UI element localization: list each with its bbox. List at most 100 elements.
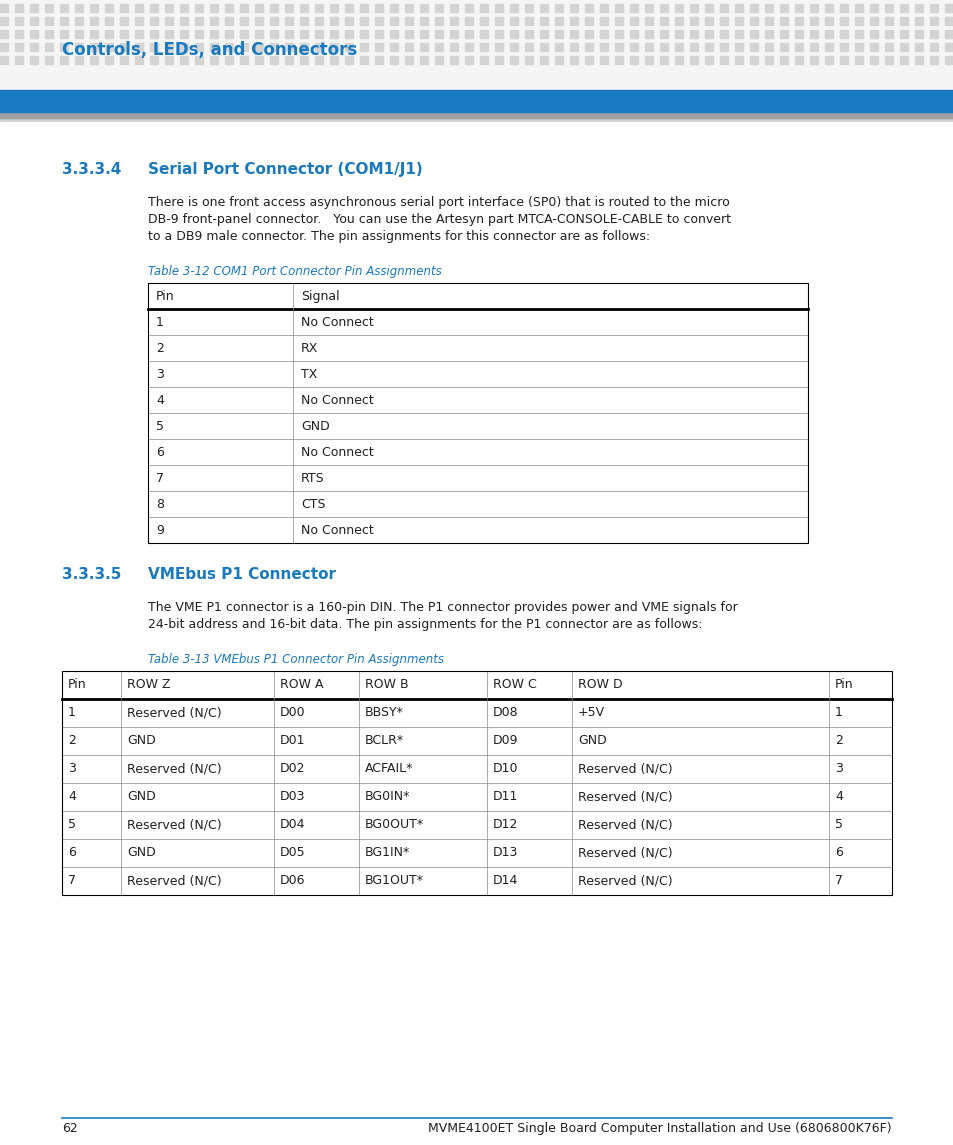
Text: 4: 4 <box>834 790 842 803</box>
Bar <box>150 44 158 52</box>
Bar <box>15 56 23 64</box>
Bar <box>569 3 578 11</box>
Text: 3: 3 <box>68 763 76 775</box>
Bar <box>105 3 112 11</box>
Bar <box>854 3 862 11</box>
Bar <box>914 30 923 38</box>
Text: 5: 5 <box>156 420 164 433</box>
Bar <box>555 56 562 64</box>
Bar <box>794 44 802 52</box>
Bar <box>270 3 277 11</box>
Bar <box>62 671 891 895</box>
Polygon shape <box>0 112 953 140</box>
Text: CTS: CTS <box>301 498 325 511</box>
Text: D00: D00 <box>280 706 305 719</box>
Text: Pin: Pin <box>834 678 853 690</box>
Text: to a DB9 male connector. The pin assignments for this connector are as follows:: to a DB9 male connector. The pin assignm… <box>148 230 649 243</box>
Bar <box>899 17 907 25</box>
Bar <box>135 44 143 52</box>
Bar <box>764 30 772 38</box>
Bar <box>555 17 562 25</box>
Bar <box>75 3 83 11</box>
Bar <box>435 30 442 38</box>
Bar <box>90 44 98 52</box>
Bar <box>15 17 23 25</box>
Bar <box>345 56 353 64</box>
Bar <box>704 3 712 11</box>
Text: 5: 5 <box>834 818 842 831</box>
Bar <box>180 30 188 38</box>
Bar <box>869 56 877 64</box>
Text: 6: 6 <box>68 846 76 859</box>
Bar <box>135 17 143 25</box>
Text: 3.3.3.4: 3.3.3.4 <box>62 161 121 177</box>
Bar <box>884 3 892 11</box>
Bar <box>135 3 143 11</box>
Bar <box>704 44 712 52</box>
Bar <box>210 56 218 64</box>
Bar <box>75 44 83 52</box>
Bar <box>629 3 638 11</box>
Bar <box>120 17 128 25</box>
Bar <box>675 3 682 11</box>
Bar <box>375 56 382 64</box>
Text: 5: 5 <box>68 818 76 831</box>
Text: 3.3.3.5: 3.3.3.5 <box>62 567 121 582</box>
Bar <box>450 56 457 64</box>
Bar <box>899 3 907 11</box>
Text: BG1OUT*: BG1OUT* <box>365 874 423 887</box>
Bar <box>225 44 233 52</box>
Text: 9: 9 <box>156 524 164 537</box>
Text: GND: GND <box>127 790 155 803</box>
Text: D02: D02 <box>280 763 305 775</box>
Bar <box>749 3 758 11</box>
Bar <box>899 30 907 38</box>
Text: GND: GND <box>578 734 606 747</box>
Bar <box>254 17 263 25</box>
Text: 7: 7 <box>68 874 76 887</box>
Text: Signal: Signal <box>301 290 339 303</box>
Bar <box>105 44 112 52</box>
Bar <box>419 17 428 25</box>
Bar <box>450 30 457 38</box>
Text: 1: 1 <box>68 706 76 719</box>
Bar <box>929 56 937 64</box>
Bar <box>359 30 368 38</box>
Bar <box>345 17 353 25</box>
Bar <box>464 56 473 64</box>
Bar <box>584 44 593 52</box>
Bar <box>764 44 772 52</box>
Bar <box>135 30 143 38</box>
Bar <box>780 30 787 38</box>
Bar <box>375 17 382 25</box>
Bar <box>495 17 502 25</box>
Bar <box>840 17 847 25</box>
Bar <box>929 44 937 52</box>
Bar <box>345 30 353 38</box>
Bar <box>60 30 68 38</box>
Bar <box>0 30 8 38</box>
Bar <box>240 44 248 52</box>
Bar <box>299 30 308 38</box>
Bar <box>644 56 652 64</box>
Bar <box>629 44 638 52</box>
Text: D11: D11 <box>493 790 517 803</box>
Bar <box>510 56 517 64</box>
Bar <box>854 30 862 38</box>
Text: ROW C: ROW C <box>493 678 537 690</box>
Bar <box>869 17 877 25</box>
Bar <box>524 44 533 52</box>
Text: GND: GND <box>301 420 330 433</box>
Bar <box>929 17 937 25</box>
Text: RX: RX <box>301 342 318 355</box>
Text: 7: 7 <box>156 472 164 485</box>
Bar <box>479 17 488 25</box>
Text: Table 3-12 COM1 Port Connector Pin Assignments: Table 3-12 COM1 Port Connector Pin Assig… <box>148 264 441 278</box>
Bar <box>659 44 667 52</box>
Bar <box>45 3 53 11</box>
Bar <box>944 3 952 11</box>
Bar <box>405 30 413 38</box>
Bar <box>569 56 578 64</box>
Bar <box>599 17 607 25</box>
Bar <box>764 3 772 11</box>
